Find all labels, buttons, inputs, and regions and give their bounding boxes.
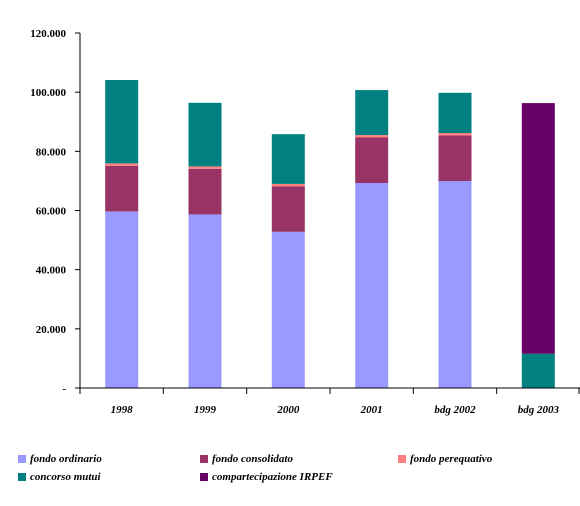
bar-segment-fondo-ordinario-2001: [355, 183, 389, 388]
legend-label: concorso mutui: [30, 471, 101, 483]
bar-segment-fondo-ordinario-2000: [271, 231, 305, 388]
bar-segment-fondo-consolidato-2001: [355, 137, 389, 183]
bar-segment-fondo-ordinario-1999: [188, 214, 222, 388]
y-tick-label: 60.000: [36, 206, 67, 218]
bar-segment-fondo-consolidato-1999: [188, 168, 222, 215]
legend-item-concorso-mutui: concorso mutui: [18, 469, 101, 485]
legend-swatch: [398, 455, 406, 463]
bar-segment-concorso-mutui-bdg-2003: [521, 353, 555, 388]
legend-label: fondo ordinario: [30, 453, 102, 465]
legend-item-fondo-ordinario: fondo ordinario: [18, 451, 102, 467]
bar-segment-fondo-perequativo-2001: [355, 135, 389, 138]
legend-label: fondo consolidato: [212, 453, 293, 465]
x-tick-label: 2001: [360, 404, 383, 416]
bar-segment-concorso-mutui-1998: [105, 80, 139, 164]
bar-segment-fondo-consolidato-bdg-2002: [438, 135, 472, 181]
legend-item-compartecipazione-irpef: compartecipazione IRPEF: [200, 469, 333, 485]
legend-swatch: [18, 455, 26, 463]
legend-label: fondo perequativo: [410, 453, 493, 465]
legend-item-fondo-perequativo: fondo perequativo: [398, 451, 492, 467]
y-tick-label: 40.000: [36, 265, 67, 277]
bar-segment-concorso-mutui-bdg-2002: [438, 92, 472, 133]
legend-item-fondo-consolidato: fondo consolidato: [200, 451, 293, 467]
legend-label: compartecipazione IRPEF: [212, 471, 333, 483]
bar-segment-fondo-ordinario-1998: [105, 211, 139, 388]
bar-segment-compartecipazione-irpef-bdg-2003: [521, 103, 555, 354]
y-tick-label: 80.000: [36, 146, 67, 158]
bar-segment-concorso-mutui-1999: [188, 102, 222, 167]
y-tick-label: 20.000: [36, 324, 67, 336]
bar-segment-concorso-mutui-2000: [271, 134, 305, 184]
legend-swatch: [200, 473, 208, 481]
bar-segment-fondo-perequativo-bdg-2002: [438, 133, 472, 136]
y-tick-label: 120.000: [30, 28, 66, 40]
x-tick-label: 1999: [194, 404, 217, 416]
bar-segment-fondo-ordinario-bdg-2002: [438, 180, 472, 388]
bar-segment-fondo-perequativo-1998: [105, 163, 139, 166]
bar-segment-fondo-perequativo-1999: [188, 166, 222, 169]
y-tick-label: -: [62, 383, 66, 395]
bar-segment-fondo-perequativo-2000: [271, 183, 305, 187]
x-tick-label: 1998: [111, 404, 134, 416]
bar-segment-concorso-mutui-2001: [355, 90, 389, 136]
x-tick-label: bdg 2003: [518, 404, 560, 416]
bar-segment-fondo-consolidato-2000: [271, 186, 305, 232]
legend-swatch: [18, 473, 26, 481]
x-tick-label: 2000: [276, 404, 300, 416]
bar-segment-fondo-consolidato-1998: [105, 165, 139, 212]
legend-swatch: [200, 455, 208, 463]
y-tick-label: 100.000: [30, 87, 66, 99]
x-tick-label: bdg 2002: [434, 404, 476, 416]
